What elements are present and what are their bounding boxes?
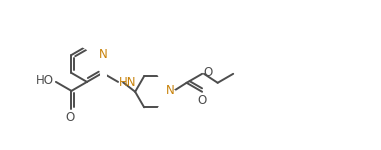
- Text: O: O: [197, 94, 207, 107]
- Text: N: N: [99, 48, 108, 61]
- Text: N: N: [166, 84, 175, 97]
- Text: O: O: [203, 66, 212, 79]
- Text: HO: HO: [36, 75, 54, 87]
- Text: HN: HN: [119, 76, 136, 89]
- Text: O: O: [65, 111, 74, 124]
